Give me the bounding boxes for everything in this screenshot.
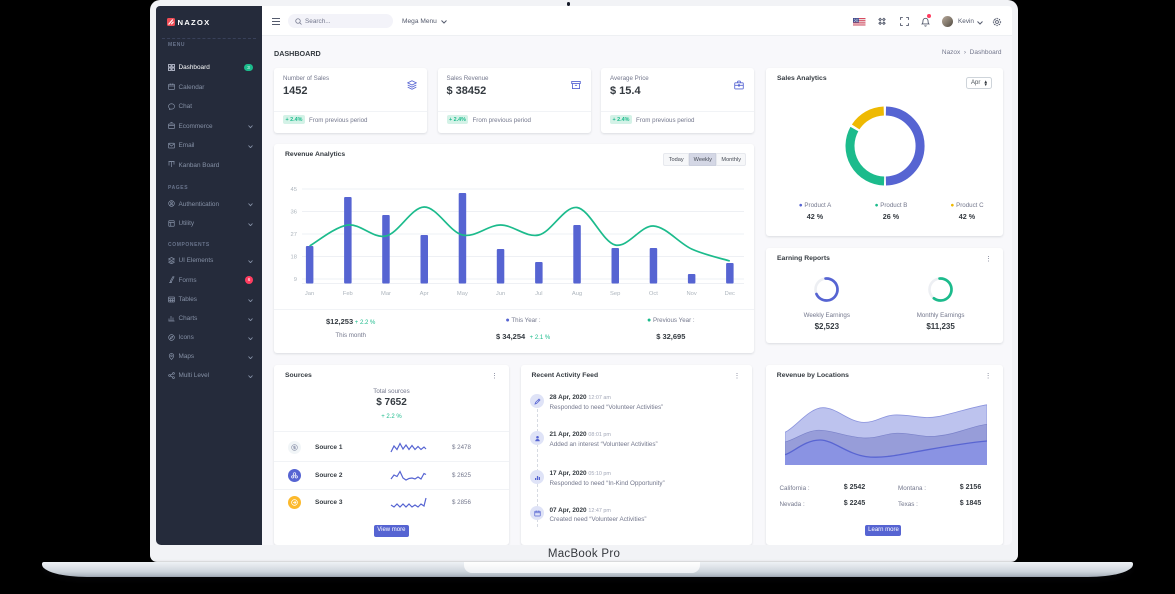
svg-text:Oct: Oct xyxy=(649,291,658,297)
svg-text:Sep: Sep xyxy=(610,291,620,297)
svg-text:Aug: Aug xyxy=(572,291,582,297)
svg-text:Jan: Jan xyxy=(305,291,314,297)
svg-text:9: 9 xyxy=(294,277,297,283)
svg-text:Jun: Jun xyxy=(496,291,505,297)
svg-text:18: 18 xyxy=(291,255,297,261)
svg-text:Feb: Feb xyxy=(343,291,353,297)
svg-text:Mar: Mar xyxy=(381,291,391,297)
svg-text:36: 36 xyxy=(291,210,297,216)
svg-text:45: 45 xyxy=(291,187,297,193)
svg-text:27: 27 xyxy=(291,232,297,238)
svg-text:May: May xyxy=(457,291,468,297)
svg-text:Dec: Dec xyxy=(725,291,735,297)
svg-text:Jul: Jul xyxy=(535,291,542,297)
svg-text:Nov: Nov xyxy=(686,291,696,297)
svg-text:Apr: Apr xyxy=(420,291,429,297)
